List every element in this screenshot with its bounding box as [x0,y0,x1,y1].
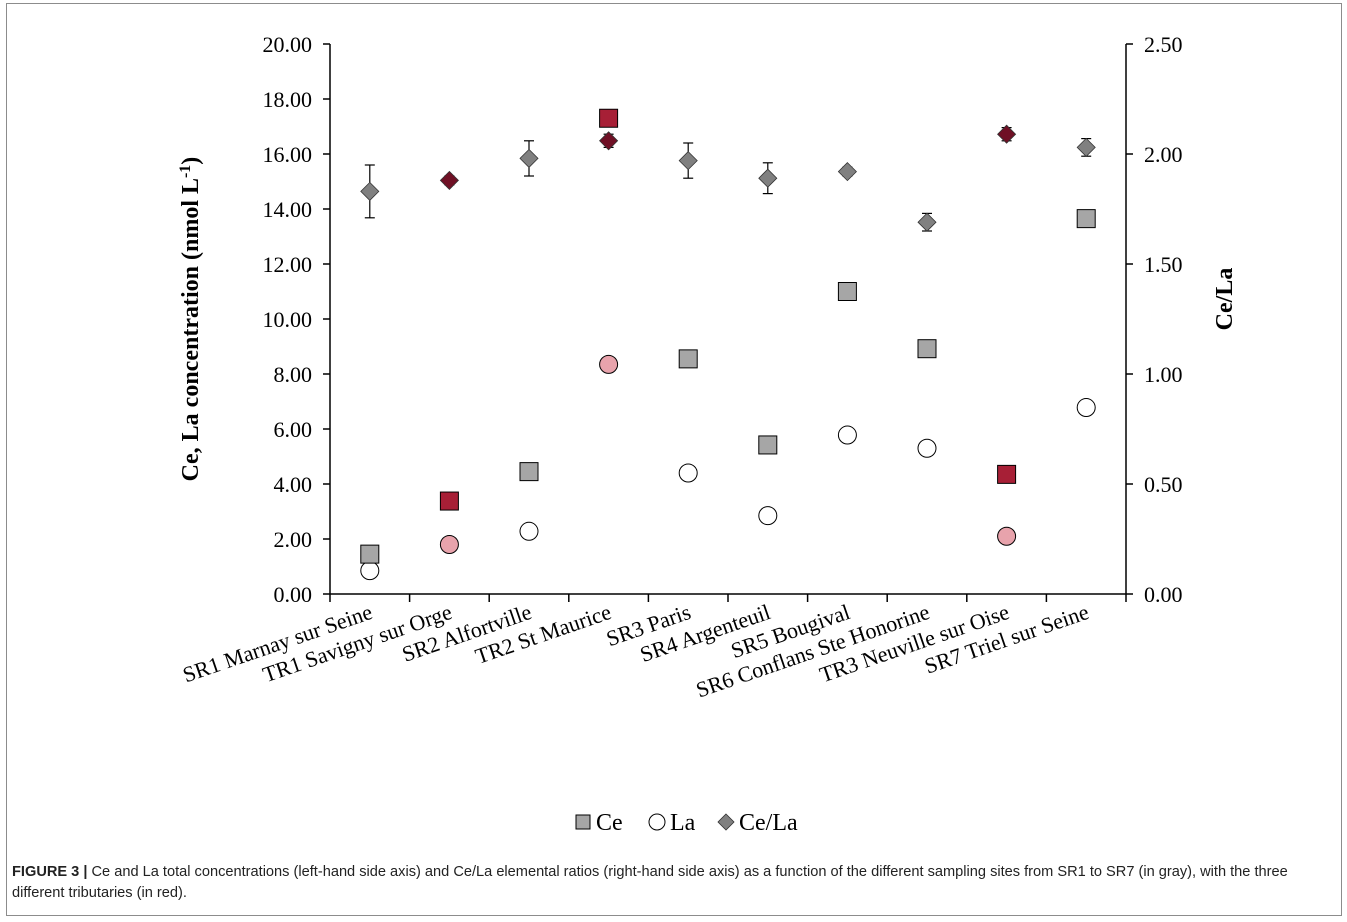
la-point [439,535,459,554]
la-point [758,506,778,526]
ce-la-point [599,131,619,151]
y-right-tick-label: 2.00 [1144,142,1183,167]
tick-labels: 0.00 2.00 4.00 6.00 8.00 10.00 12.00 14.00 16.00… [263,32,1183,607]
y-left-tick-label: 12.00 [263,252,313,277]
legend-ce-marker [575,814,591,830]
ce-la-point [837,162,857,182]
la-point [1076,398,1096,418]
ce-la-point [360,181,380,201]
y-right-tick-label: 0.00 [1144,582,1183,607]
ce-point [678,349,698,369]
y-left-tick-label: 14.00 [263,197,313,222]
la-point [917,438,937,458]
ce-point [1076,209,1096,229]
figure-caption-text: Ce and La total concentrations (left-han… [12,864,1288,901]
la-point [837,425,857,445]
legend-label: La [670,810,696,836]
y-left-tick-label: 2.00 [274,527,313,552]
ce-point [439,491,459,511]
ce-point [997,464,1017,484]
la-point [519,521,539,541]
legend: Ce La Ce/La [575,810,798,836]
y-right-tick-label: 1.00 [1144,362,1183,387]
legend-ce-la-marker [717,813,735,831]
ce-la-point [439,170,459,190]
ce-point [519,462,539,482]
figure-frame [6,3,1342,916]
y-axis-left-title-end: ) [178,157,204,165]
y-left-tick-label: 4.00 [274,472,313,497]
la-point [678,463,698,483]
ce-la-point [519,148,539,168]
legend-label: Ce [596,810,623,836]
ce-la-point [758,168,778,188]
ce-point [837,282,857,301]
chart: 0.00 2.00 4.00 6.00 8.00 10.00 12.00 14.00 16.00… [177,32,1239,836]
ce-la-point [1076,137,1096,157]
la-point [997,526,1017,546]
ce-point [360,544,380,564]
y-right-tick-label: 0.50 [1144,472,1183,497]
ce-la-point [917,212,937,232]
y-left-tick-label: 10.00 [263,307,313,332]
la-point [599,354,619,374]
legend-label: Ce/La [739,810,798,836]
y-axis-right-title: Ce/La [1212,268,1238,331]
ce-la-point [678,151,698,171]
ce-la-point [997,124,1017,144]
legend-la-marker [648,813,666,831]
figure-label: FIGURE 3 | [12,864,88,880]
figure-caption: FIGURE 3 | Ce and La total concentration… [12,862,1334,904]
y-axis-left-title-superscript: -1 [177,165,194,178]
y-left-tick-label: 0.00 [274,582,313,607]
y-left-tick-label: 8.00 [274,362,313,387]
y-right-tick-label: 2.50 [1144,32,1183,57]
ce-point [758,435,778,455]
y-right-tick-label: 1.50 [1144,252,1183,277]
ce-point [599,108,619,128]
y-left-tick-label: 16.00 [263,142,313,167]
ce-point [917,339,937,359]
y-left-tick-label: 18.00 [263,87,313,112]
la-point [360,561,380,581]
data-marks [360,108,1096,581]
y-axis-left-title: Ce, La concentration (nmol L-1) [177,157,205,482]
y-left-tick-label: 20.00 [263,32,313,57]
axes [323,43,1133,602]
y-left-tick-label: 6.00 [274,417,313,442]
